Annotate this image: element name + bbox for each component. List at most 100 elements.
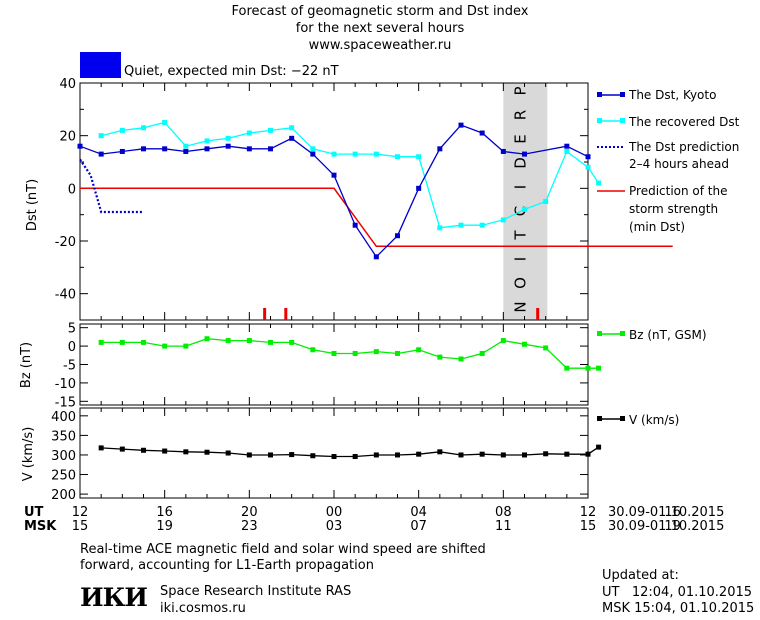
prediction-band	[503, 83, 548, 320]
bz-point	[500, 338, 506, 344]
y-tick-label: 350	[51, 429, 76, 444]
kyoto-point	[395, 233, 400, 239]
bz-point	[373, 349, 379, 355]
recovered-point	[373, 151, 379, 157]
recovered-point	[479, 222, 485, 228]
legend-strength-label-3: (min Dst)	[629, 220, 685, 234]
storm-marker	[284, 308, 288, 320]
bz-series	[98, 336, 602, 371]
recovered-point	[564, 148, 570, 154]
legend-recovered-label: The recovered Dst	[628, 115, 740, 129]
kyoto-point	[141, 146, 146, 152]
kyoto-point	[225, 143, 231, 149]
bz-point	[543, 345, 549, 351]
msk-tick-label: 07	[410, 519, 427, 534]
v-point	[119, 446, 125, 452]
v-point	[395, 452, 400, 458]
institute-site[interactable]: iki.cosmos.ru	[160, 601, 246, 616]
v-point	[204, 449, 210, 455]
prediction-letter: P	[511, 86, 529, 95]
v-point	[437, 449, 443, 455]
v-y-axis: 200 250 300 350 400	[51, 410, 588, 503]
kyoto-point	[437, 146, 443, 152]
recovered-point	[183, 143, 189, 149]
recovered-point	[395, 154, 400, 160]
ut-tick-label: 16	[664, 505, 681, 520]
kyoto-point	[564, 143, 570, 149]
kyoto-point	[373, 254, 379, 260]
recovered-point	[98, 133, 104, 139]
note-line-1: Real-time ACE magnetic field and solar w…	[80, 542, 486, 557]
msk-tick-label: 15	[580, 519, 597, 534]
v-point	[246, 452, 252, 458]
prediction-letter: I	[511, 185, 529, 189]
recovered-point	[596, 180, 602, 186]
bz-point	[119, 339, 125, 345]
msk-tick-label: 19	[156, 519, 173, 534]
v-point	[331, 454, 337, 460]
legend-v-label: V (km/s)	[629, 413, 679, 427]
legend-kyoto-marker	[620, 92, 625, 97]
ut-row-label: UT	[24, 505, 44, 520]
prediction-letter: I	[511, 257, 529, 261]
prediction-letter: T	[511, 230, 529, 241]
bz-point	[310, 347, 316, 353]
y-tick-label: -40	[55, 288, 76, 303]
legend-bz-marker	[597, 331, 602, 336]
recovered-point	[585, 164, 591, 170]
ut-tick-label: 08	[495, 505, 512, 520]
legend-bz-marker	[620, 331, 625, 336]
kyoto-point	[522, 151, 527, 157]
bz-point	[564, 365, 570, 371]
msk-tick-label: 03	[326, 519, 343, 534]
msk-tick-label: 11	[495, 519, 512, 534]
ut-tick-label: 12	[72, 505, 89, 520]
ut-tick-label: 12	[580, 505, 597, 520]
storm-markers	[263, 308, 540, 320]
kyoto-point	[204, 146, 210, 152]
chart-title-line-2: for the next several hours	[295, 21, 465, 36]
recovered-point	[119, 127, 125, 133]
recovered-point	[500, 217, 506, 223]
updated-msk: MSK 15:04, 01.10.2015	[602, 601, 755, 616]
ut-tick-label: 20	[241, 505, 258, 520]
kyoto-point	[98, 151, 104, 157]
v-point	[289, 452, 295, 458]
kyoto-point	[352, 222, 358, 228]
recovered-point	[141, 125, 146, 131]
v-point	[352, 454, 358, 460]
updated-ut: UT 12:04, 01.10.2015	[602, 585, 753, 600]
source-url[interactable]: www.spaceweather.ru	[308, 38, 452, 53]
recovered-point	[162, 120, 168, 125]
v-point	[479, 451, 485, 457]
bz-point	[331, 350, 337, 356]
msk-tick-label: 23	[241, 519, 258, 534]
kyoto-point	[500, 148, 506, 154]
v-plot-frame	[79, 407, 589, 499]
prediction-letter: D	[511, 157, 529, 169]
legend-kyoto-marker	[597, 92, 602, 97]
dst-y-axis: -40 -20 0 20 40	[55, 77, 588, 321]
prediction-letter: R	[511, 110, 529, 120]
kyoto-point	[289, 135, 295, 141]
msk-date-range: 30.09-01.10.2015	[608, 519, 724, 534]
bz-point	[183, 343, 189, 349]
recovered-point	[225, 135, 231, 141]
bz-point	[141, 339, 146, 345]
kyoto-point	[183, 148, 189, 154]
y-tick-label: 20	[59, 130, 76, 145]
ut-date-range: 30.09-01.10.2015	[608, 505, 724, 520]
updated-title: Updated at:	[602, 568, 679, 583]
kyoto-point	[416, 185, 422, 191]
kyoto-point	[119, 148, 125, 154]
legend: The Dst, Kyoto The recovered Dst The Dst…	[597, 88, 740, 427]
kyoto-point	[268, 146, 273, 152]
bz-point	[437, 354, 443, 360]
y-tick-label: -20	[55, 235, 76, 250]
msk-tick-label: 15	[72, 519, 89, 534]
bz-point	[289, 339, 295, 345]
bz-point	[225, 338, 231, 344]
